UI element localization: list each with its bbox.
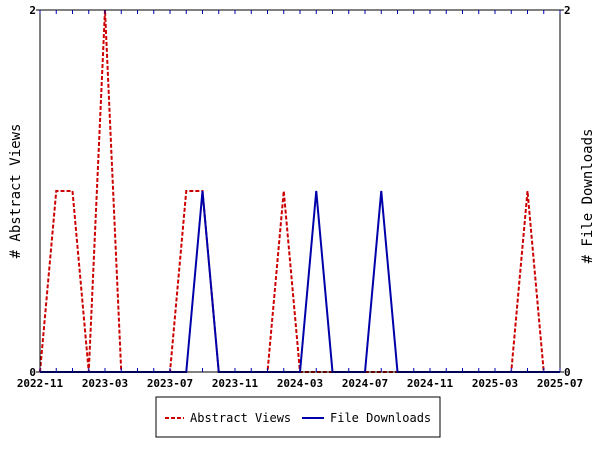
y-tick-label-right: 0 [564, 366, 571, 379]
x-tick-label: 2024-07 [342, 377, 388, 390]
y-axis-label-right: # File Downloads [580, 129, 596, 264]
series-line-abstract-views [39, 9, 560, 373]
y-tick-label-right: 2 [564, 4, 571, 17]
y-tick-label-left: 2 [29, 4, 36, 17]
legend: Abstract Views File Downloads [155, 396, 441, 438]
legend-box [155, 396, 441, 438]
x-tick-label: 2025-03 [472, 377, 518, 390]
x-tick-label: 2022-11 [17, 377, 64, 390]
x-tick-label: 2025-07 [537, 377, 583, 390]
x-tick-label: 2023-03 [82, 377, 128, 390]
x-tick-label: 2024-11 [407, 377, 454, 390]
x-tick-label: 2023-07 [147, 377, 193, 390]
legend-label-file-downloads: File Downloads [330, 411, 431, 425]
legend-label-abstract-views: Abstract Views [190, 411, 291, 425]
y-tick-label-left: 0 [29, 366, 36, 379]
x-tick-label: 2023-11 [212, 377, 259, 390]
series-line-file-downloads [40, 190, 560, 373]
x-tick-label: 2024-03 [277, 377, 323, 390]
y-axis-label-left: # Abstract Views [8, 124, 24, 259]
